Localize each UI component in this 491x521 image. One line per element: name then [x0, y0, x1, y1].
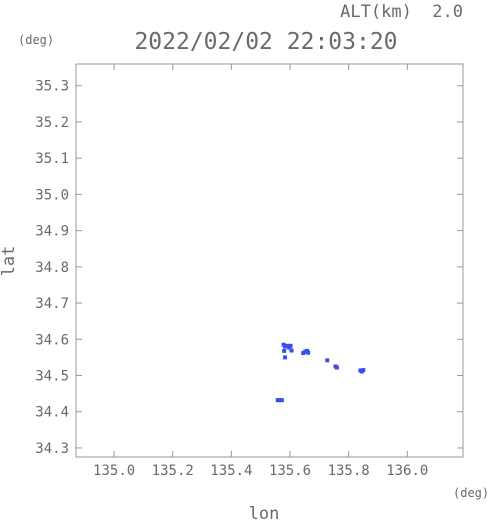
y-tick-label: 34.6	[35, 332, 69, 348]
x-tick-label: 135.6	[269, 463, 311, 479]
y-unit-label: (deg)	[18, 33, 54, 47]
data-point	[289, 348, 294, 353]
data-point	[275, 398, 280, 403]
data-points	[275, 342, 366, 403]
x-axis-label: lon	[249, 504, 280, 521]
data-point	[361, 368, 366, 373]
data-point	[325, 358, 330, 363]
x-tick-label: 135.8	[328, 463, 370, 479]
plot-frame	[75, 63, 464, 458]
data-point	[334, 365, 339, 370]
y-tick-label: 34.8	[35, 260, 69, 276]
y-axis-label: lat	[0, 246, 19, 277]
data-point	[301, 351, 306, 356]
data-point	[306, 350, 311, 355]
y-axis: 34.3 34.4 34.5 34.6 34.7 34.8 34.9 35.0 35.1 35.2…	[35, 79, 463, 457]
data-point	[283, 344, 288, 349]
y-tick-label: 34.9	[35, 224, 69, 240]
x-axis: 135.0 135.2 135.4 135.6 135.8 136.0	[93, 64, 428, 479]
x-tick-label: 136.0	[386, 463, 428, 479]
y-tick-label: 35.1	[35, 151, 69, 167]
data-point	[277, 398, 282, 403]
y-tick-label: 34.4	[35, 405, 69, 421]
chart-title: 2022/02/02 22:03:20	[134, 29, 397, 55]
x-unit-label: (deg)	[453, 486, 489, 500]
y-tick-label: 35.2	[35, 115, 69, 131]
y-tick-label: 35.3	[35, 79, 69, 95]
x-tick-label: 135.4	[210, 463, 252, 479]
data-point	[282, 348, 287, 353]
data-point	[283, 355, 288, 360]
x-tick-label: 135.2	[152, 463, 194, 479]
y-tick-label: 35.0	[35, 187, 69, 203]
data-point	[285, 343, 290, 348]
y-tick-label: 34.5	[35, 369, 69, 385]
y-tick-label: 34.3	[35, 441, 69, 457]
data-point	[279, 398, 284, 403]
altitude-label: ALT(km) 2.0	[340, 2, 463, 22]
data-point	[288, 343, 293, 348]
x-tick-label: 135.0	[93, 463, 135, 479]
y-tick-label: 34.7	[35, 296, 69, 312]
